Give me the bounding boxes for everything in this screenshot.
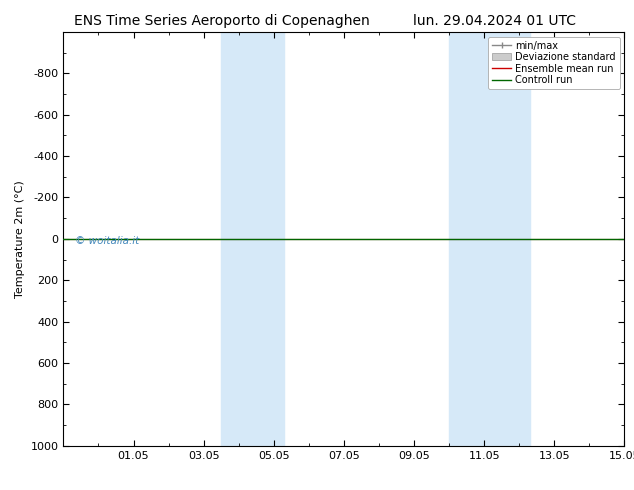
Bar (449, 32, 530, 446)
Text: © woitalia.it: © woitalia.it (75, 236, 139, 246)
Y-axis label: Temperature 2m (°C): Temperature 2m (°C) (15, 180, 25, 298)
Legend: min/max, Deviazione standard, Ensemble mean run, Controll run: min/max, Deviazione standard, Ensemble m… (488, 37, 619, 89)
Text: lun. 29.04.2024 01 UTC: lun. 29.04.2024 01 UTC (413, 14, 576, 28)
Text: ENS Time Series Aeroporto di Copenaghen: ENS Time Series Aeroporto di Copenaghen (74, 14, 370, 28)
Bar (221, 32, 284, 446)
